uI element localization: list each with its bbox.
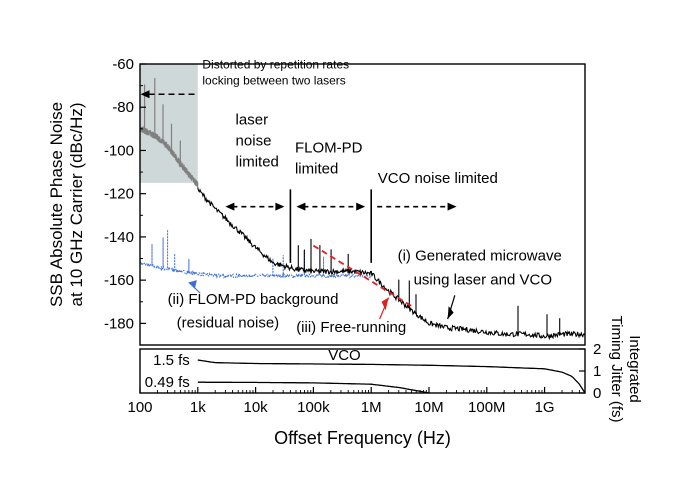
laser-noise-label-2: limited — [236, 154, 279, 171]
laser-noise-label-1: noise — [236, 133, 272, 150]
xtick-label-6: 100M — [468, 399, 506, 416]
flom-pd-background-trace — [139, 229, 372, 280]
flom-pd-limited-label-0: FLOM-PD — [295, 140, 363, 157]
flom-pd-arrow-head-left — [296, 202, 306, 211]
flom-pd-limited-label-1: limited — [295, 161, 338, 178]
jitter-label-0-49fs: 0.49 fs — [145, 374, 190, 391]
distorted-grey-trace — [139, 78, 199, 189]
top-ylabel-line1: SSB Absolute Phase Noise — [47, 102, 66, 307]
xtick-label-5: 10M — [414, 399, 443, 416]
flom-pd-pointer-head — [188, 280, 197, 289]
generated-pointer-head — [447, 306, 454, 320]
distorted-region-shade — [140, 64, 198, 183]
top-panel-frame — [139, 63, 586, 346]
bottom-ylabel-line1: Integrated — [626, 335, 643, 403]
xtick-label-1: 1k — [190, 399, 206, 416]
bottom-ytick-label-0: 0 — [593, 385, 601, 402]
jitter-curve-0-49fs — [197, 381, 430, 394]
distorted-label-line2: locking between two lasers — [202, 74, 345, 88]
vco-pointer-head — [381, 297, 389, 311]
laser-noise-arrow-head-left — [225, 202, 235, 211]
vco-noise-arrow-head — [447, 202, 457, 211]
top-ytick-label-1: -80 — [112, 99, 134, 116]
vco-noise-limited-label: VCO noise limited — [378, 170, 498, 187]
bottom-panel-frame — [139, 348, 586, 394]
xtick-label-2: 10k — [244, 399, 269, 416]
bottom-ytick-label-1: 1 — [593, 363, 601, 380]
bottom-ytick-label-2: 2 — [593, 341, 601, 358]
top-ytick-label-0: -60 — [112, 56, 134, 73]
xtick-label-4: 1M — [361, 399, 382, 416]
flom-pd-arrow-head-right — [356, 202, 366, 211]
jitter-label-1-5fs: 1.5 fs — [153, 352, 190, 369]
xtick-label-0: 100 — [127, 399, 152, 416]
jitter-curve-1-5fs — [197, 359, 586, 394]
xtick-label-3: 100k — [297, 399, 330, 416]
vco-label-2: VCO — [328, 347, 361, 364]
laser-noise-arrow-head-right — [275, 202, 285, 211]
top-ytick-label-4: -140 — [104, 229, 134, 246]
xtick-label-7: 1G — [535, 399, 555, 416]
distorted-arrow-head — [140, 90, 150, 99]
top-ytick-label-6: -180 — [104, 315, 134, 332]
generated-microwave-trace — [197, 187, 586, 341]
top-ytick-label-2: -100 — [104, 142, 134, 159]
generated-label-1: (i) Generated microwave — [398, 248, 562, 265]
x-axis-label: Offset Frequency (Hz) — [274, 428, 451, 448]
laser-noise-label-0: laser — [236, 112, 269, 129]
flom-pd-background-label-2: (residual noise) — [177, 315, 280, 332]
vco-label-1: (iii) Free-running — [296, 319, 406, 336]
bottom-ylabel-line2: Timing Jitter (fs) — [608, 316, 625, 423]
top-ytick-label-3: -120 — [104, 186, 134, 203]
flom-pd-background-label-1: (ii) FLOM-PD background — [168, 291, 339, 308]
generated-label-2: using laser and VCO — [414, 271, 552, 288]
top-ytick-label-5: -160 — [104, 272, 134, 289]
top-ylabel-line2: at 10 GHz Carrier (dBc/Hz) — [67, 102, 86, 306]
